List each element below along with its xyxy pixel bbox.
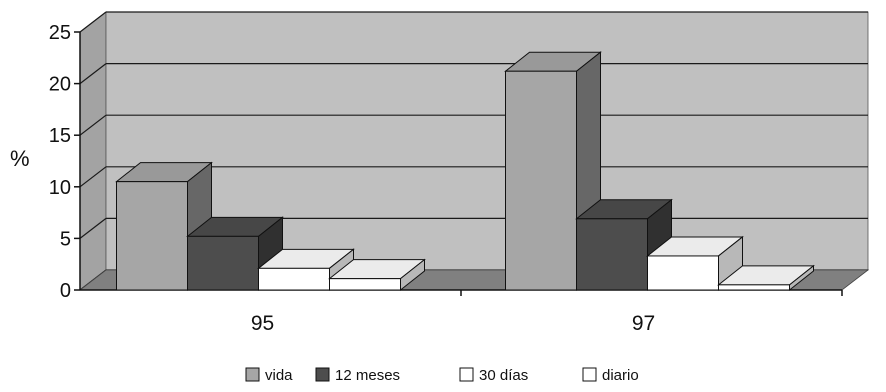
bar-diario-97: [717, 264, 815, 292]
y-tick-label: 20: [49, 74, 71, 96]
side-wall: [79, 11, 107, 291]
legend-swatch: [582, 367, 597, 382]
legend-label: 12 meses: [335, 367, 400, 384]
x-tick-label: 97: [632, 312, 655, 335]
bar-diario-95: [328, 258, 426, 292]
legend-label: 30 días: [479, 367, 528, 384]
bar-12-meses-97: [575, 198, 673, 292]
y-tick-label: 10: [49, 177, 71, 199]
y-tick-label: 15: [49, 125, 71, 147]
gridline-side: [79, 217, 107, 239]
legend-swatch: [315, 367, 330, 382]
x-tick-label: 95: [251, 312, 274, 335]
legend-swatch: [245, 367, 260, 382]
bar-front: [187, 235, 259, 291]
bar-vida-95: [115, 161, 213, 292]
bar-front: [329, 278, 401, 291]
legend-label: diario: [602, 367, 639, 384]
bar-front: [718, 284, 790, 291]
gridline-side: [79, 63, 107, 85]
gridline-side: [79, 166, 107, 188]
gridline-side: [79, 114, 107, 136]
y-tick-label: 25: [49, 22, 71, 44]
bar-30-días-97: [646, 235, 744, 292]
bars: [115, 51, 815, 292]
y-axis-title: %: [10, 146, 30, 171]
bar-front: [505, 70, 577, 291]
bar-front: [576, 218, 648, 291]
y-tick-label: 5: [60, 228, 71, 250]
bar-front: [116, 181, 188, 291]
y-tick-label: 0: [60, 280, 71, 302]
legend: vida 12 meses 30 días diario: [245, 367, 639, 384]
legend-label: vida: [265, 367, 293, 384]
gridline-side: [79, 11, 107, 33]
gridlines: [79, 11, 868, 291]
bar-front: [647, 255, 719, 291]
axis-labels: % 0 5 10 15 20 25 95 97: [10, 22, 655, 335]
bar-front: [258, 267, 330, 291]
legend-swatch: [459, 367, 474, 382]
